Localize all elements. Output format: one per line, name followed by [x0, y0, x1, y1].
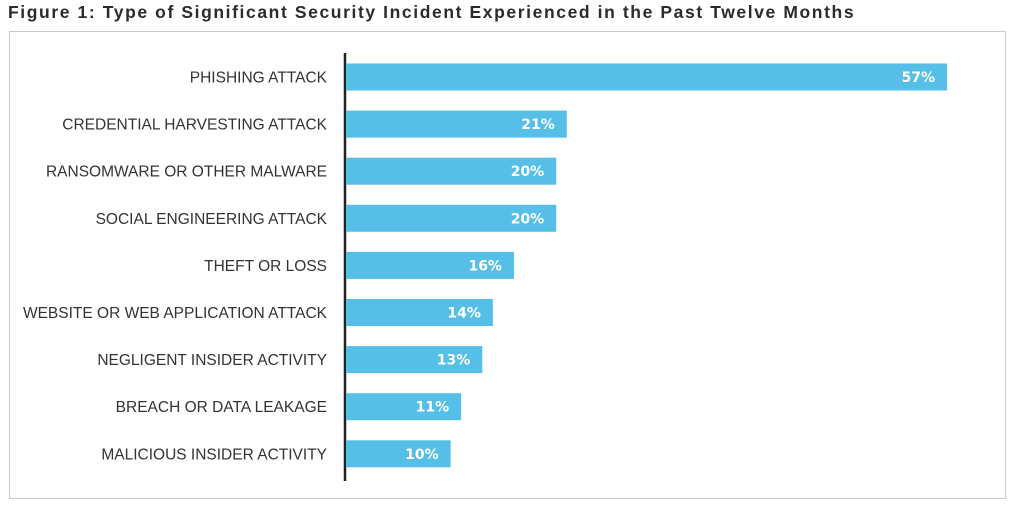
category-label: MALICIOUS INSIDER ACTIVITY [101, 446, 327, 463]
value-label: 11% [416, 400, 450, 416]
category-label: PHISHING ATTACK [190, 70, 328, 87]
bar [346, 393, 462, 421]
category-label: BREACH OR DATA LEAKAGE [116, 399, 327, 416]
chart-frame [9, 31, 1006, 499]
bar [346, 440, 451, 468]
category-label: THEFT OR LOSS [204, 258, 327, 275]
value-label: 10% [405, 447, 439, 463]
bar [346, 299, 493, 326]
value-label: 57% [901, 70, 935, 86]
value-label: 21% [521, 117, 555, 133]
category-label: SOCIAL ENGINEERING ATTACK [96, 211, 328, 228]
bar [346, 346, 483, 374]
value-label: 14% [447, 306, 481, 322]
bar [346, 110, 567, 138]
value-label: 13% [437, 353, 471, 369]
category-label: RANSOMWARE OR OTHER MALWARE [46, 164, 327, 181]
bar [346, 204, 557, 232]
value-label: 20% [511, 164, 545, 180]
category-label: NEGLIGENT INSIDER ACTIVITY [97, 352, 327, 369]
value-label: 16% [468, 258, 502, 274]
bar [346, 157, 557, 185]
category-label: WEBSITE OR WEB APPLICATION ATTACK [23, 305, 328, 322]
bar [346, 63, 947, 91]
figure-title: Figure 1: Type of Significant Security I… [8, 2, 856, 22]
value-label: 20% [511, 211, 545, 227]
category-label: CREDENTIAL HARVESTING ATTACK [62, 117, 327, 134]
bar [346, 251, 514, 279]
